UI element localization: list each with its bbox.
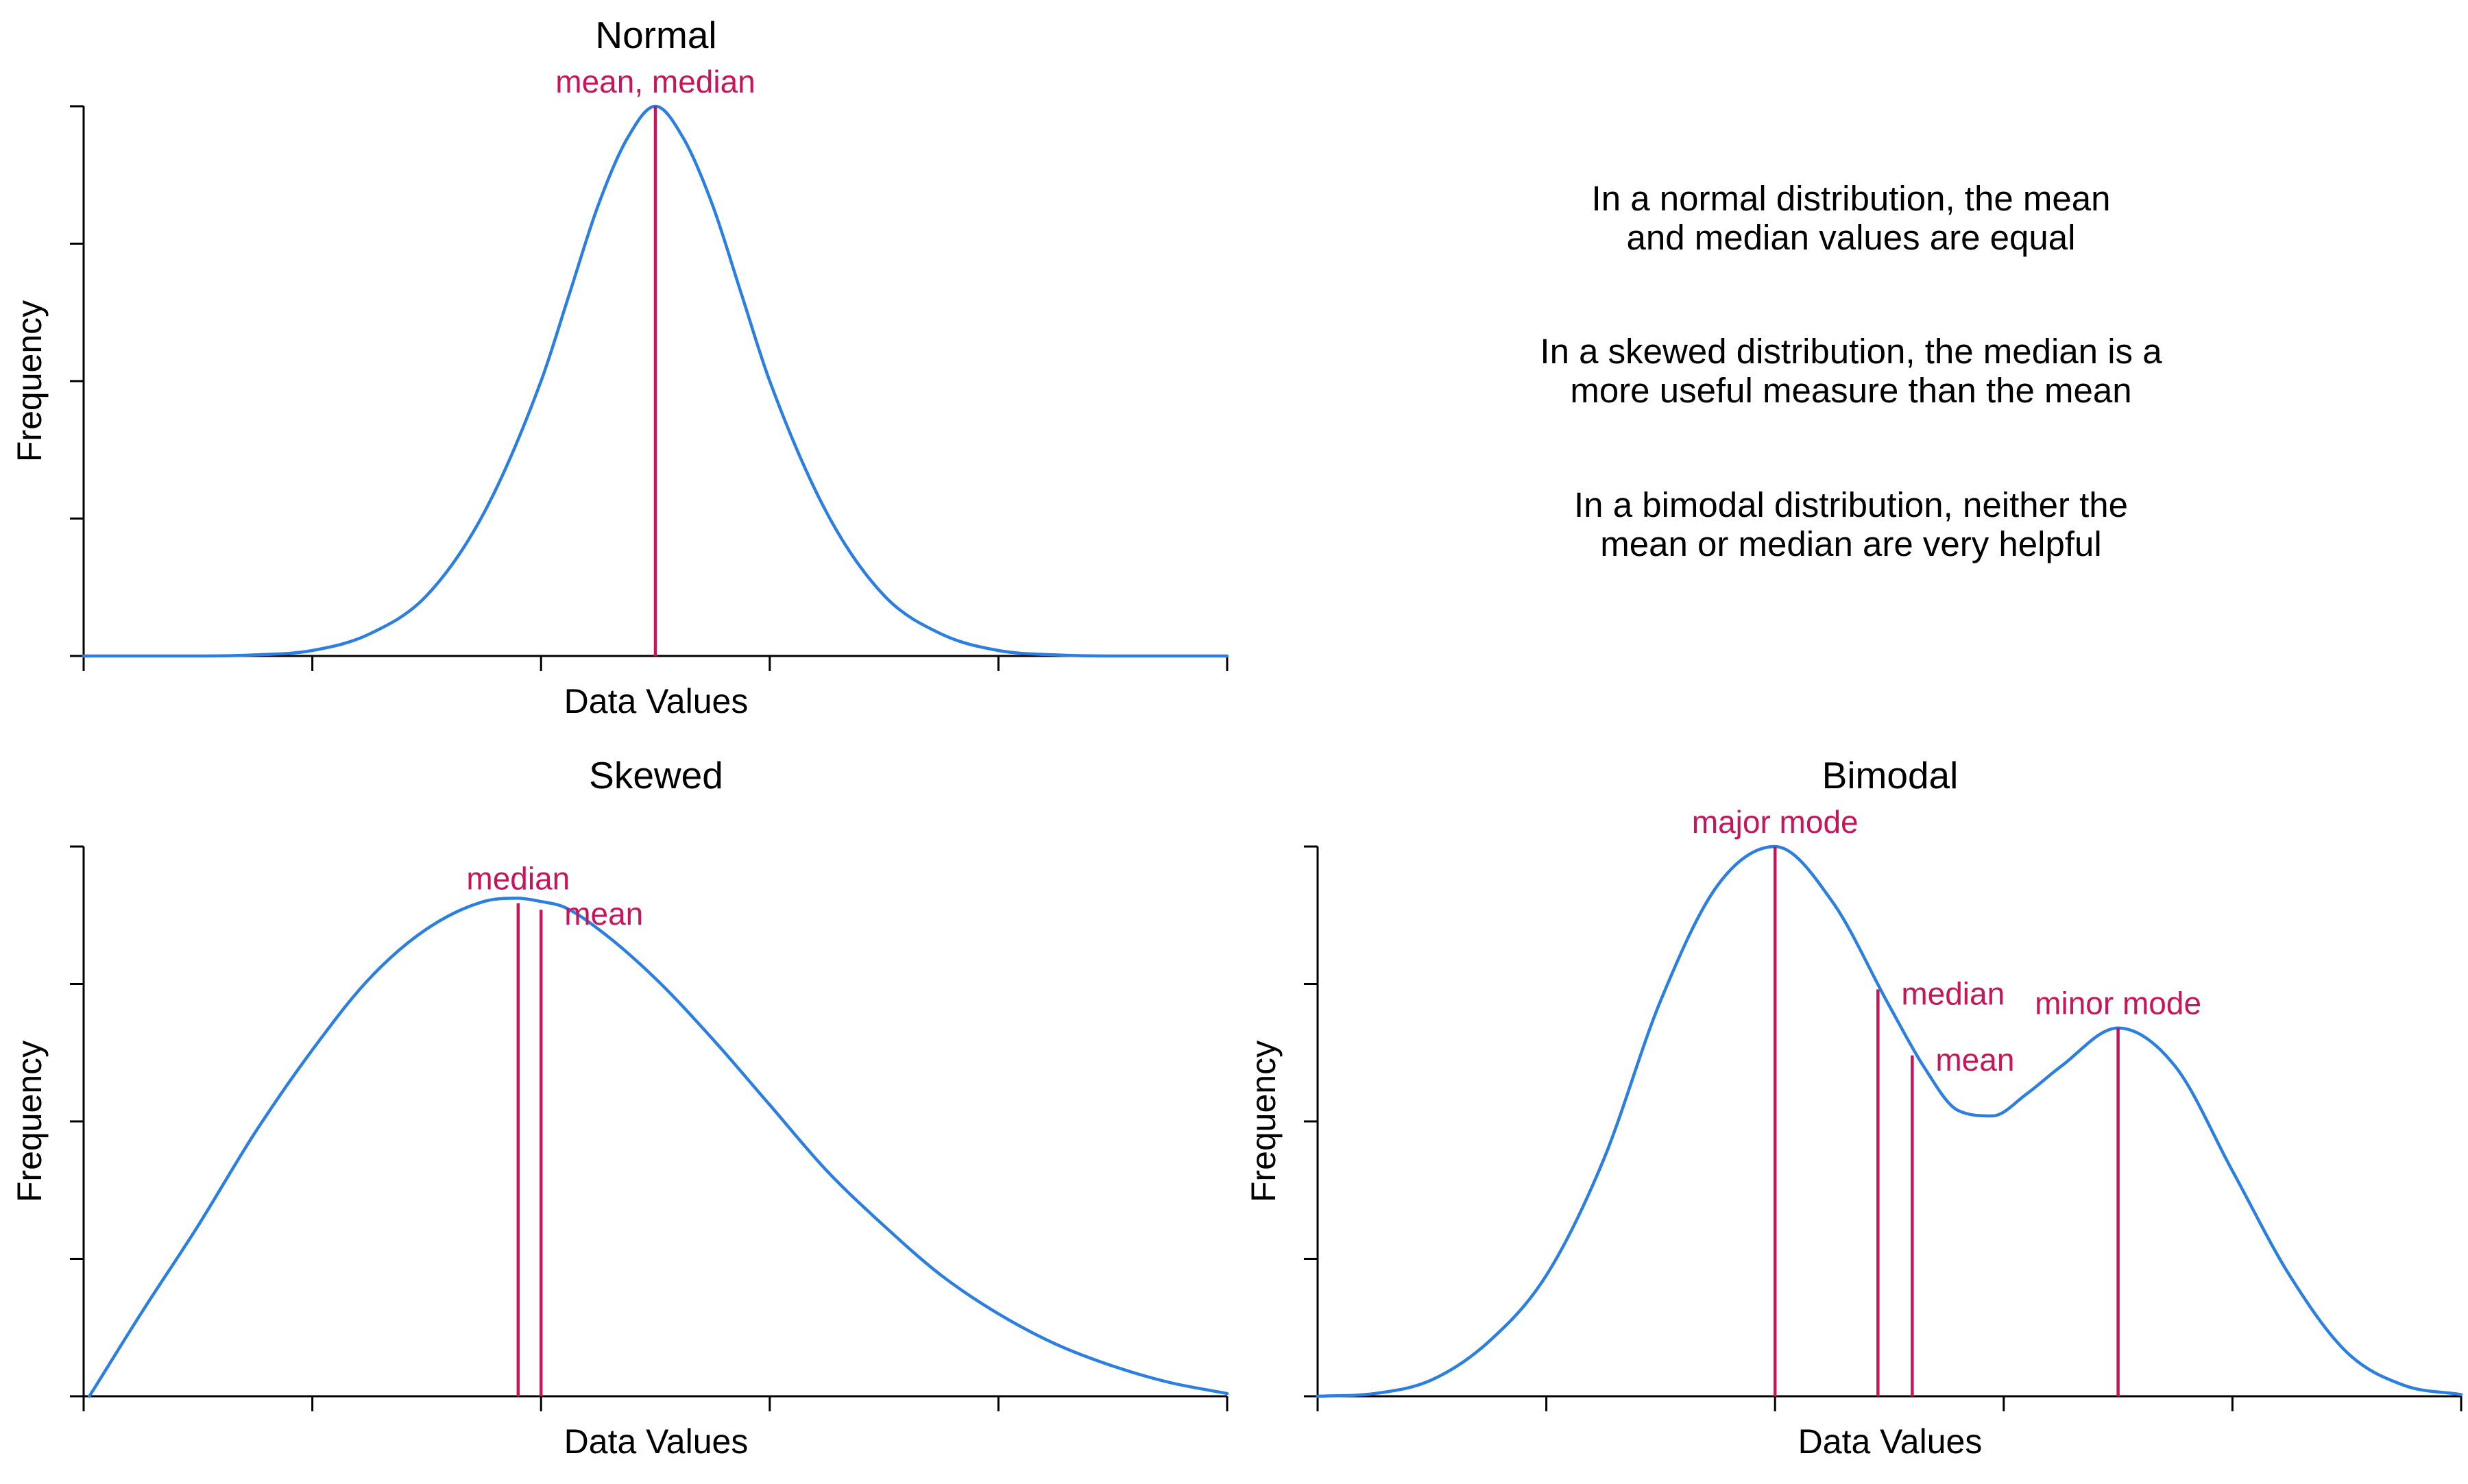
y-axis-label: Frequency bbox=[10, 1041, 49, 1202]
notes-panel: In a normal distribution, the mean and m… bbox=[1540, 179, 2162, 563]
y-axis-label: Frequency bbox=[1244, 1041, 1283, 1202]
x-axis-label: Data Values bbox=[1798, 1422, 1983, 1461]
chart-title: Bimodal bbox=[1822, 754, 1959, 796]
density-curve bbox=[1316, 844, 2463, 1398]
plot-area: mean, median bbox=[70, 64, 1229, 671]
note-bimodal-line-2: mean or median are very helpful bbox=[1600, 524, 2101, 563]
plot-area: major mode median mean minor mode bbox=[1304, 804, 2463, 1411]
y-axis-label: Frequency bbox=[10, 300, 49, 462]
chart-title: Normal bbox=[595, 14, 716, 56]
mean-label: mean bbox=[564, 896, 643, 932]
mean-label: mean bbox=[1935, 1042, 2014, 1078]
chart-bimodal: Bimodal Data Values Frequency major mode… bbox=[1244, 754, 2463, 1461]
density-curve bbox=[88, 897, 1229, 1398]
chart-normal: Normal Data Values Frequency mean, media… bbox=[10, 14, 1229, 720]
note-skewed-line-1: In a skewed distribution, the median is … bbox=[1540, 332, 2162, 371]
minor-mode-label: minor mode bbox=[2035, 986, 2201, 1021]
note-normal-line-1: In a normal distribution, the mean bbox=[1592, 179, 2111, 218]
major-mode-label: major mode bbox=[1692, 804, 1859, 840]
note-skewed-line-2: more useful measure than the mean bbox=[1570, 371, 2131, 410]
x-axis-label: Data Values bbox=[564, 682, 749, 720]
note-normal-line-2: and median values are equal bbox=[1627, 218, 2076, 257]
chart-title: Skewed bbox=[589, 754, 723, 796]
median-label: median bbox=[1901, 976, 2005, 1012]
mean-median-label: mean, median bbox=[555, 64, 755, 99]
median-label: median bbox=[466, 861, 570, 897]
note-bimodal-line-1: In a bimodal distribution, neither the bbox=[1574, 485, 2128, 524]
x-axis-label: Data Values bbox=[564, 1422, 749, 1461]
